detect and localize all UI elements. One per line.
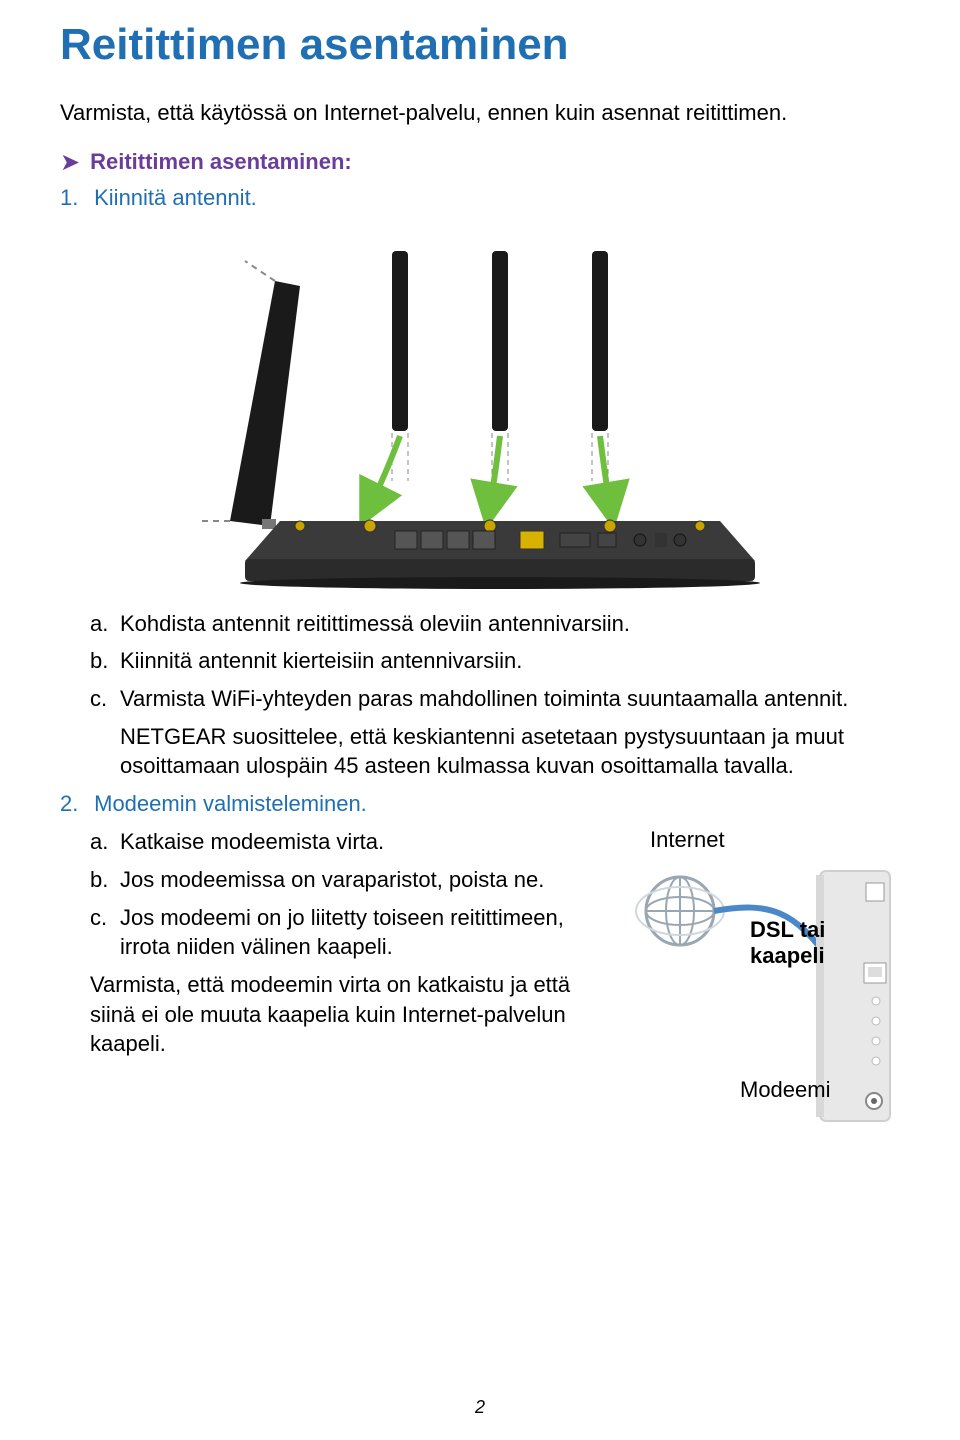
router-illustration [200,221,760,591]
lett-a: a. [90,609,120,639]
intro-text: Varmista, että käytössä on Internet-palv… [60,98,900,128]
step-2: 2. Modeemin valmisteleminen. [60,791,900,817]
step1-sublist: a. Kohdista antennit reitittimessä olevi… [60,609,900,714]
step1-b: b. Kiinnitä antennit kierteisiin antenni… [90,646,900,676]
page-title: Reitittimen asentaminen [60,20,900,70]
txt-b: Kiinnitä antennit kierteisiin antennivar… [120,646,900,676]
step-2-num: 2. [60,791,88,817]
step1-a: a. Kohdista antennit reitittimessä olevi… [90,609,900,639]
txt-c: Varmista WiFi-yhteyden paras mahdollinen… [120,684,900,714]
step-1: 1. Kiinnitä antennit. [60,185,900,211]
txt-a: Kohdista antennit reitittimessä oleviin … [120,609,900,639]
lett2-c: c. [90,903,120,962]
page-number: 2 [0,1397,960,1418]
label-internet: Internet [650,827,725,853]
label-modem: Modeemi [740,1077,830,1103]
note-1: NETGEAR suosittelee, että keskiantenni a… [60,722,900,781]
chevron-icon: ➤ [60,148,80,177]
step2-a: a. Katkaise modeemista virta. [90,827,602,857]
note-2: Varmista, että modeemin virta on katkais… [60,970,602,1059]
txt2-a: Katkaise modeemista virta. [120,827,602,857]
lett2-b: b. [90,865,120,895]
step2-twocol: a. Katkaise modeemista virta. b. Jos mod… [60,827,900,1136]
step-1-num: 1. [60,185,88,211]
txt2-c: Jos modeemi on jo liitetty toiseen reiti… [120,903,602,962]
label-dsl: DSL tai kaapeli [750,917,900,969]
modem-figure-col: Internet DSL tai kaapeli Modeemi [620,827,900,1136]
step2-c: c. Jos modeemi on jo liitetty toiseen re… [90,903,602,962]
step-2-text: Modeemin valmisteleminen. [94,791,367,816]
step2-left: a. Katkaise modeemista virta. b. Jos mod… [60,827,602,1069]
step2-sublist: a. Katkaise modeemista virta. b. Jos mod… [60,827,602,962]
lett-b: b. [90,646,120,676]
lett-c: c. [90,684,120,714]
subhead-text: Reitittimen asentaminen: [90,149,352,175]
lett2-a: a. [90,827,120,857]
step1-c: c. Varmista WiFi-yhteyden paras mahdolli… [90,684,900,714]
subhead-row: ➤ Reitittimen asentaminen: [60,148,900,177]
step2-b: b. Jos modeemissa on varaparistot, poist… [90,865,602,895]
router-figure [60,221,900,591]
step-1-text: Kiinnitä antennit. [94,185,257,210]
txt2-b: Jos modeemissa on varaparistot, poista n… [120,865,602,895]
